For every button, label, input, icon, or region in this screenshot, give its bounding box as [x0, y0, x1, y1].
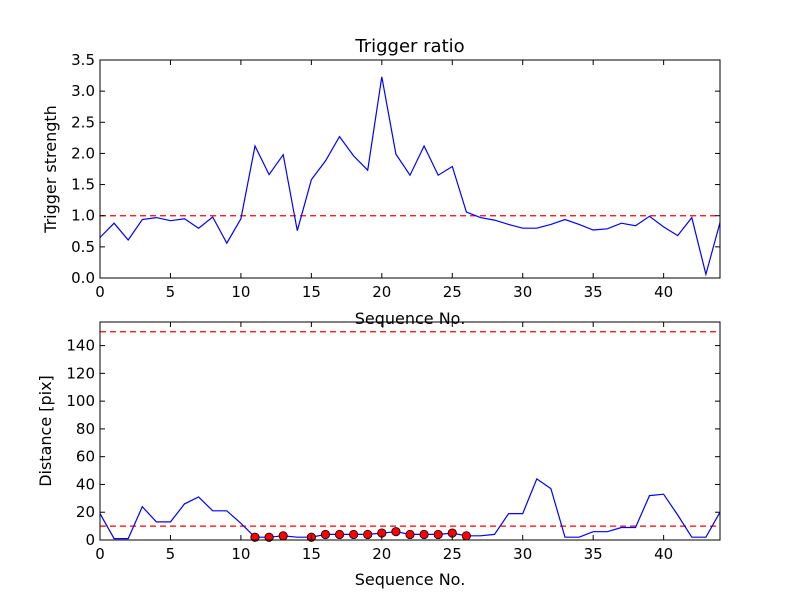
data-point-marker [349, 529, 359, 540]
x-tick-label: 20 [372, 545, 391, 563]
x-tick-label: 5 [166, 545, 176, 563]
x-tick-label: 35 [584, 283, 603, 301]
y-tick-label: 0 [85, 531, 95, 549]
y-axis-label: Trigger strength [41, 105, 60, 234]
y-tick-label: 3.5 [71, 51, 95, 69]
x-tick-label: 40 [654, 283, 673, 301]
y-tick-label: 2.5 [71, 113, 95, 131]
y-tick-label: 100 [66, 392, 95, 410]
data-point-marker [433, 529, 443, 540]
y-tick-label: 120 [66, 364, 95, 382]
chart-title: Trigger ratio [354, 36, 464, 57]
x-tick-label: 25 [443, 283, 462, 301]
y-tick-label: 2.0 [71, 144, 95, 162]
y-axis-label: Distance [pix] [36, 375, 55, 487]
data-point-marker [391, 527, 401, 537]
data-point-marker [278, 531, 288, 541]
plot-frame [99, 59, 721, 279]
trigger-ratio-chart: Trigger ratio 0 5 10 15 20 25 30 35 40 0.0 0.5 1.0 1… [41, 36, 721, 328]
data-point-marker [419, 529, 429, 540]
x-axis-label: Sequence No. [355, 309, 466, 328]
trigger-ratio-plot-area: 0 5 10 15 20 25 30 35 40 0.0 0.5 1.0 1.5 2.0 2.5 3.0 3.5 [71, 51, 721, 301]
x-tick-label: 15 [302, 545, 321, 563]
y-tick-label: 80 [76, 420, 95, 438]
y-tick-label: 140 [66, 337, 95, 355]
data-point-marker [334, 529, 345, 540]
data-point-marker [461, 531, 471, 541]
x-axis-label: Sequence No. [355, 570, 466, 589]
x-tick-label: 35 [584, 545, 603, 563]
data-point-marker [363, 529, 373, 540]
data-point-marker [264, 532, 274, 542]
data-point-marker [320, 529, 331, 540]
y-tick-label: 20 [76, 503, 95, 521]
y-tick-label: 1.5 [71, 176, 95, 194]
distance-chart: 0 5 10 15 20 25 30 35 40 0 20 40 60 80 100 120 140 Seque… [36, 321, 721, 589]
x-tick-label: 25 [443, 545, 462, 563]
series-line [99, 76, 721, 277]
y-tick-label: 3.0 [71, 82, 95, 100]
x-tick-label: 10 [231, 545, 250, 563]
x-tick-label: 30 [513, 283, 532, 301]
y-tick-label: 60 [76, 448, 95, 466]
x-tick-label: 5 [166, 283, 176, 301]
x-tick-label: 20 [372, 283, 391, 301]
y-tick-label: 0.5 [71, 238, 95, 256]
data-point-marker [405, 529, 415, 540]
x-tick-label: 30 [513, 545, 532, 563]
y-tick-label: 40 [76, 475, 95, 493]
x-tick-label: 40 [654, 545, 673, 563]
x-tick-label: 10 [231, 283, 250, 301]
x-tick-label: 0 [95, 283, 105, 301]
x-tick-label: 15 [302, 283, 321, 301]
x-tick-label: 0 [95, 545, 105, 563]
distance-plot-area: 0 5 10 15 20 25 30 35 40 0 20 40 60 80 100 120 140 [66, 321, 721, 563]
data-point-marker [250, 532, 260, 542]
y-tick-label: 0.0 [71, 269, 95, 287]
y-tick-label: 1.0 [71, 207, 95, 225]
plot-frame [99, 321, 721, 541]
